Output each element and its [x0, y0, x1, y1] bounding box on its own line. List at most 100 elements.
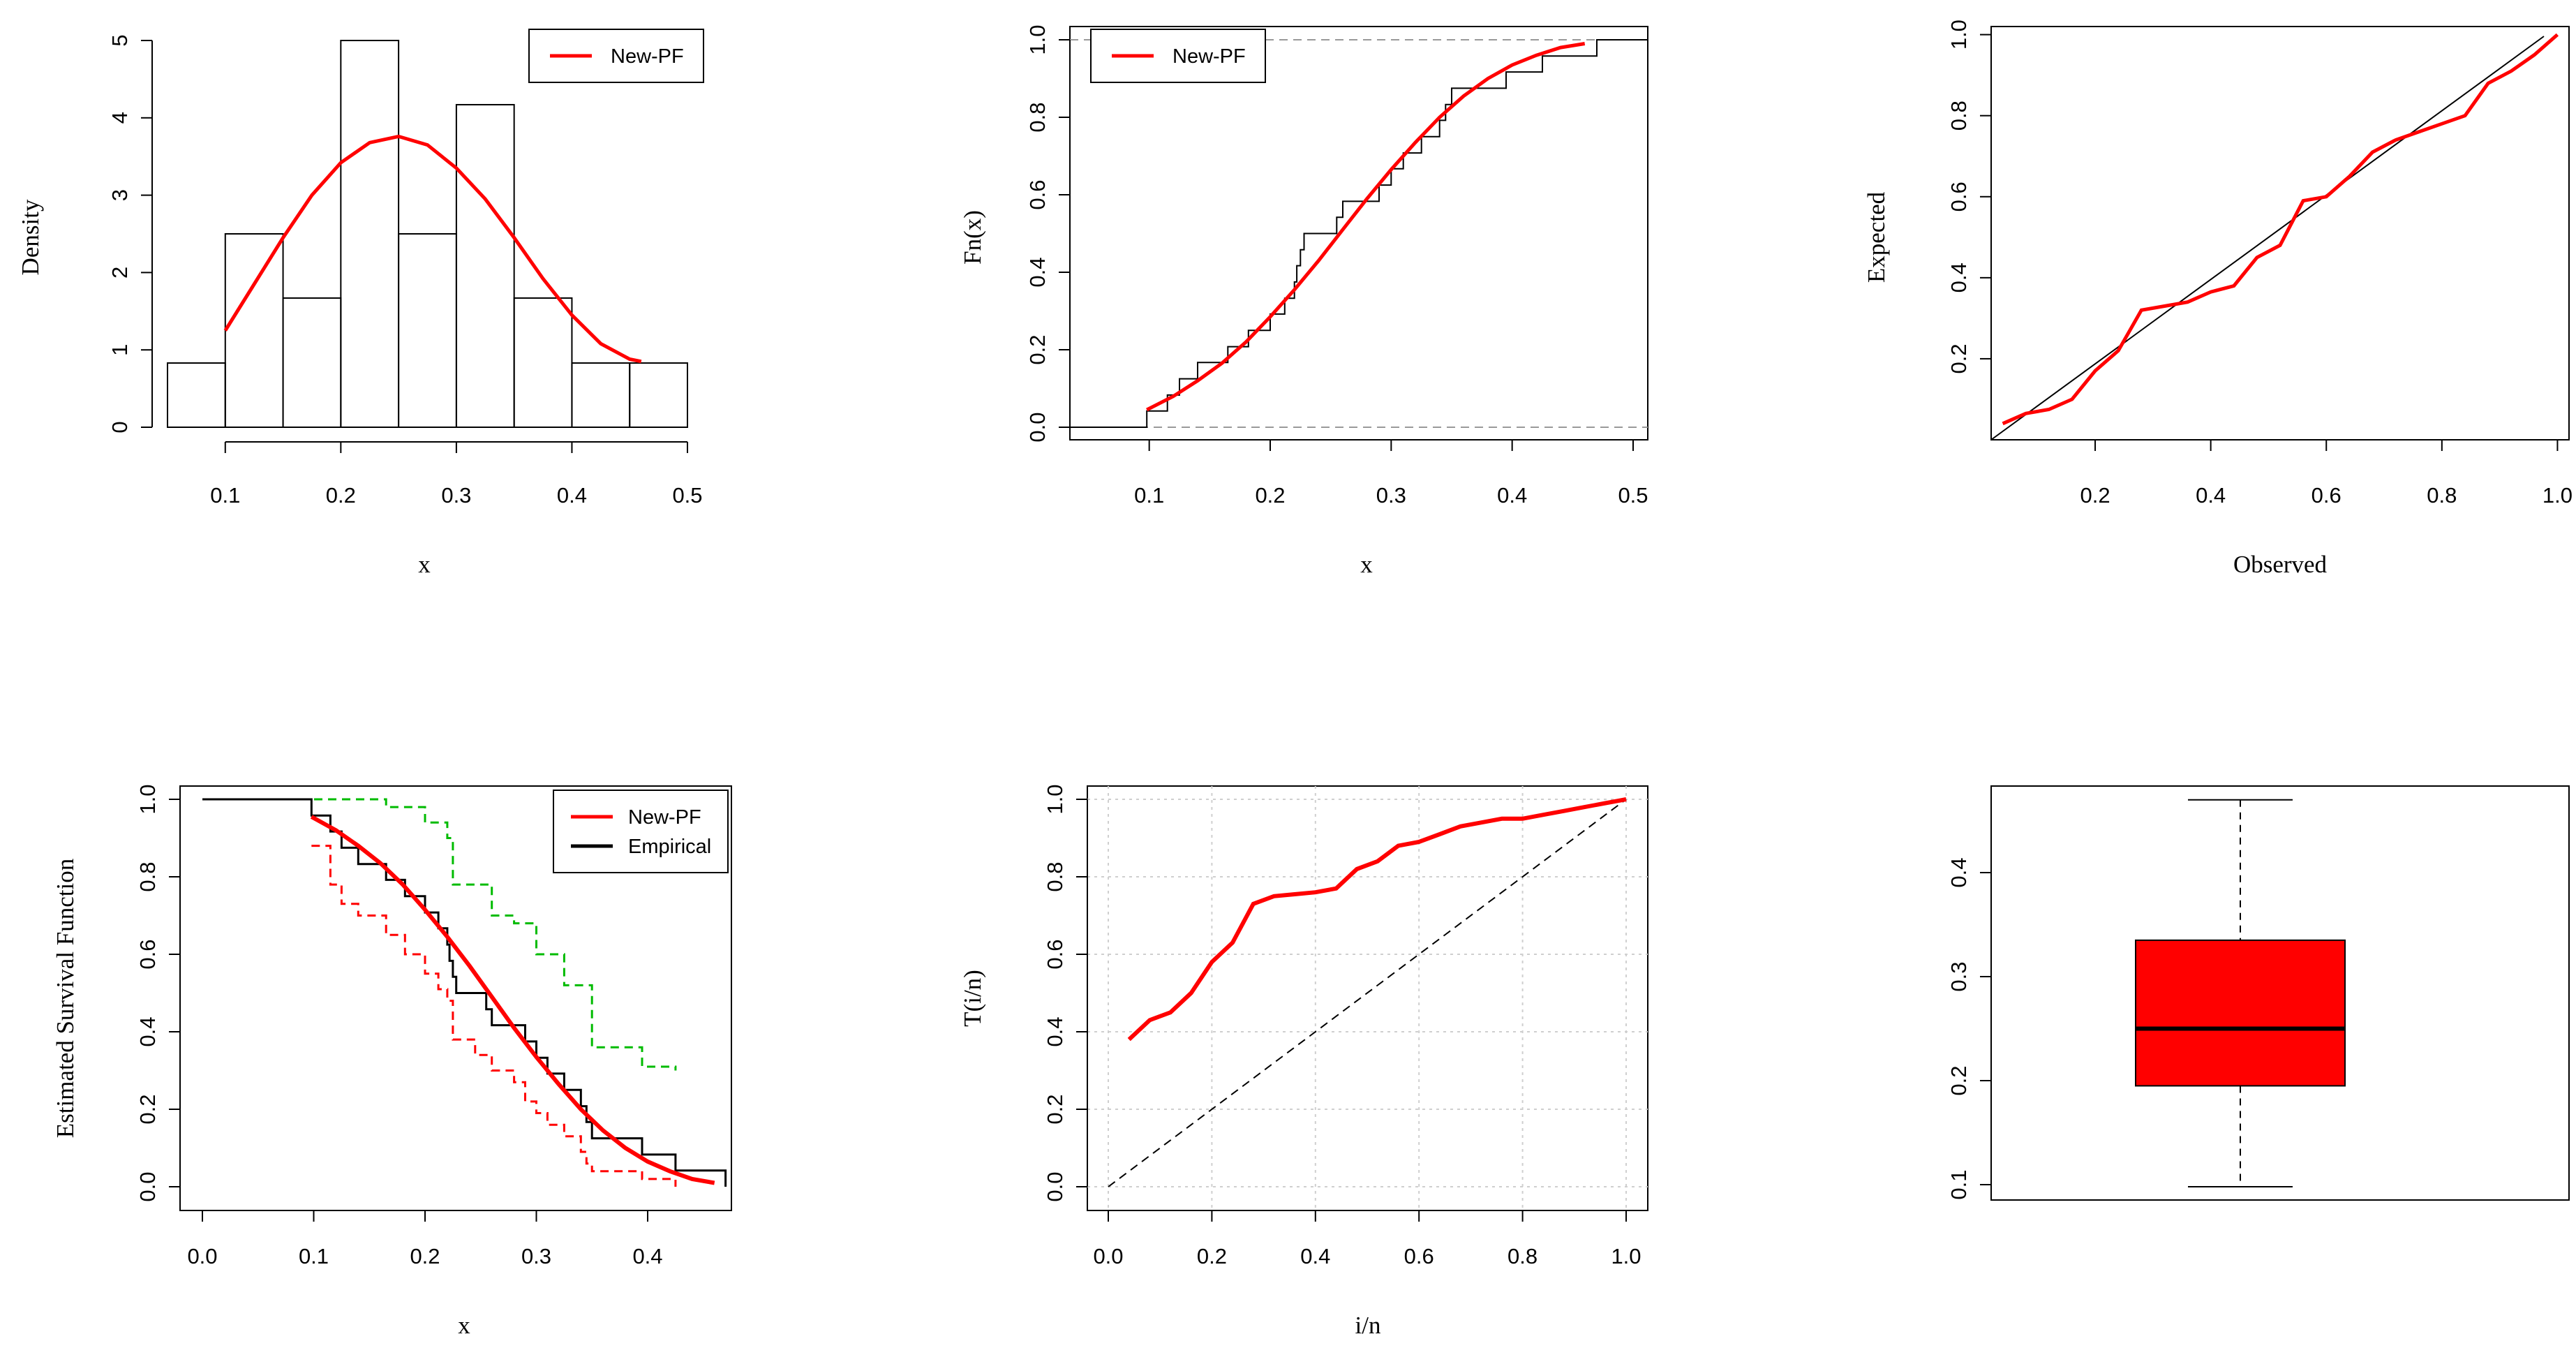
surv-x-tick-label-4: 0.4 — [632, 1244, 662, 1268]
ecdf-plot-box — [1069, 26, 1648, 440]
pp-x-tick-label-3: 0.8 — [2427, 483, 2457, 508]
ecdf-step-function — [1070, 39, 1648, 428]
ecdf-xlabel: x — [1360, 551, 1373, 578]
hist-x-tick-label-3: 0.4 — [557, 483, 587, 508]
pp-xlabel: Observed — [2233, 551, 2328, 578]
ecdf-x-tick-label-1: 0.2 — [1255, 483, 1285, 508]
pp-ylabel: Expected — [1863, 191, 1890, 283]
surv-y-tick-label-2: 0.4 — [135, 1016, 160, 1046]
surv-y-tick-label-3: 0.6 — [135, 939, 160, 969]
ttt-x-tick-label-2: 0.4 — [1300, 1244, 1330, 1268]
ttt-x-tick-label-4: 0.8 — [1507, 1244, 1538, 1268]
pp-y-tick-label-1: 0.4 — [1946, 262, 1971, 292]
hist-y-tick-label-0: 0 — [107, 421, 132, 433]
pp-x-tick-label-0: 0.2 — [2080, 483, 2110, 508]
hist-y-tick-label-5: 5 — [107, 34, 132, 46]
hist-x-tick-label-2: 0.3 — [441, 483, 471, 508]
pp-y-tick-label-0: 0.2 — [1946, 343, 1971, 373]
pp-y-tick-label-2: 0.6 — [1946, 182, 1971, 212]
ttt-y-tick-label-5: 1.0 — [1043, 784, 1067, 814]
surv-legend-label-2: Empirical — [628, 836, 711, 858]
ecdf-y-tick-label-2: 0.4 — [1025, 257, 1050, 287]
ecdf-fitted-curve — [1146, 42, 1586, 412]
box-iqr — [2135, 939, 2346, 1087]
box-y-tick-label-3: 0.4 — [1946, 857, 1971, 887]
ecdf-x-tick-label-4: 0.5 — [1618, 483, 1648, 508]
ecdf-legend: New-PF — [1090, 29, 1266, 83]
box-y-tick-label-0: 0.1 — [1946, 1169, 1971, 1199]
panel-boxplot: 0.1 0.2 0.3 0.4 — [1946, 785, 2570, 1201]
panel-histogram: x Density 0.1 0.2 0.3 0.4 0.5 0 1 2 3 4 5 New-PF — [17, 29, 704, 578]
hist-bar-6 — [513, 297, 573, 428]
surv-legend-label-1: New-PF — [628, 806, 701, 829]
ttt-x-tick-label-1: 0.2 — [1197, 1244, 1227, 1268]
hist-bar-8 — [629, 362, 689, 429]
hist-y-tick-label-4: 4 — [107, 112, 132, 124]
ttt-y-tick-label-1: 0.2 — [1043, 1094, 1067, 1124]
hist-x-tick-label-4: 0.5 — [672, 483, 702, 508]
panel-ttt: i/n T(i/n) 0.0 0.2 0.4 0.6 0.8 1.0 0.0 0.2 0.4 0.… — [959, 784, 1648, 1339]
hist-y-tick-label-1: 1 — [107, 344, 132, 356]
ttt-plot-box — [1087, 785, 1648, 1211]
surv-y-tick-label-0: 0.0 — [135, 1171, 160, 1201]
hist-bar-4 — [398, 233, 457, 428]
ecdf-y-tick-label-1: 0.2 — [1025, 334, 1050, 364]
panel-pp-plot: Observed Expected 0.2 0.4 0.6 0.8 1.0 0.2 0.4 0… — [1863, 20, 2573, 578]
pp-points-line — [2002, 33, 2559, 426]
hist-bar-7 — [571, 362, 631, 429]
hist-legend-label: New-PF — [611, 45, 684, 68]
panel-survival: x Estimated Survival Function 0.0 0.1 0.2 0… — [52, 784, 732, 1339]
surv-fitted-curve — [310, 815, 715, 1185]
hist-y-tick-label-2: 2 — [107, 267, 132, 279]
pp-x-tick-label-2: 0.6 — [2311, 483, 2342, 508]
panel-ecdf: x Fn(x) 0.1 0.2 0.3 0.4 0.5 0.0 0.2 0.4 0.6 0.8 1.… — [959, 24, 1648, 578]
surv-lower-band — [311, 845, 677, 1187]
pp-x-tick-label-4: 1.0 — [2543, 483, 2573, 508]
box-y-tick-label-2: 0.3 — [1946, 961, 1971, 991]
ecdf-legend-label: New-PF — [1172, 45, 1246, 68]
surv-legend: New-PF Empirical — [553, 790, 729, 873]
hist-bar-1 — [224, 233, 284, 428]
hist-y-tick-label-3: 3 — [107, 189, 132, 201]
surv-x-tick-label-2: 0.2 — [410, 1244, 440, 1268]
pp-reference-line — [1990, 36, 2545, 440]
surv-x-tick-label-0: 0.0 — [187, 1244, 217, 1268]
surv-y-tick-label-1: 0.2 — [135, 1094, 160, 1124]
surv-empirical-step — [202, 798, 727, 1187]
surv-ylabel: Estimated Survival Function — [52, 859, 79, 1139]
hist-density-curve — [223, 134, 642, 364]
pp-x-tick-label-1: 0.4 — [2196, 483, 2226, 508]
hist-bar-0 — [167, 362, 226, 429]
surv-y-tick-label-4: 0.8 — [135, 861, 160, 891]
ecdf-x-tick-label-2: 0.3 — [1376, 483, 1406, 508]
hist-legend: New-PF — [528, 29, 704, 83]
box-y-tick-label-1: 0.2 — [1946, 1065, 1971, 1095]
ecdf-y-tick-label-5: 1.0 — [1025, 24, 1050, 54]
ecdf-x-tick-label-3: 0.4 — [1497, 483, 1527, 508]
ttt-y-tick-label-0: 0.0 — [1043, 1171, 1067, 1201]
hist-x-tick-label-0: 0.1 — [210, 483, 240, 508]
ttt-ylabel: T(i/n) — [959, 970, 986, 1027]
ttt-x-tick-label-3: 0.6 — [1404, 1244, 1434, 1268]
ttt-y-tick-label-4: 0.8 — [1043, 861, 1067, 891]
hist-xlabel: x — [418, 551, 431, 578]
ttt-y-tick-label-2: 0.4 — [1043, 1016, 1067, 1046]
ttt-x-tick-label-5: 1.0 — [1611, 1244, 1641, 1268]
ttt-x-tick-label-0: 0.0 — [1093, 1244, 1123, 1268]
ecdf-y-tick-label-0: 0.0 — [1025, 412, 1050, 442]
ecdf-ylabel: Fn(x) — [959, 210, 986, 265]
ttt-xlabel: i/n — [1355, 1312, 1381, 1339]
surv-x-tick-label-3: 0.3 — [521, 1244, 551, 1268]
hist-bar-3 — [340, 40, 400, 428]
hist-bar-5 — [455, 103, 515, 429]
ttt-curve — [1127, 797, 1627, 1042]
ecdf-y-tick-label-3: 0.6 — [1025, 179, 1050, 209]
surv-xlabel: x — [458, 1312, 470, 1339]
ttt-y-tick-label-3: 0.6 — [1043, 939, 1067, 969]
pp-y-tick-label-3: 0.8 — [1946, 101, 1971, 131]
hist-ylabel: Density — [17, 199, 44, 275]
ecdf-x-tick-label-0: 0.1 — [1134, 483, 1164, 508]
pp-y-tick-label-4: 1.0 — [1946, 20, 1971, 50]
ttt-reference-line — [1108, 799, 1627, 1187]
surv-legend-box — [553, 790, 729, 873]
